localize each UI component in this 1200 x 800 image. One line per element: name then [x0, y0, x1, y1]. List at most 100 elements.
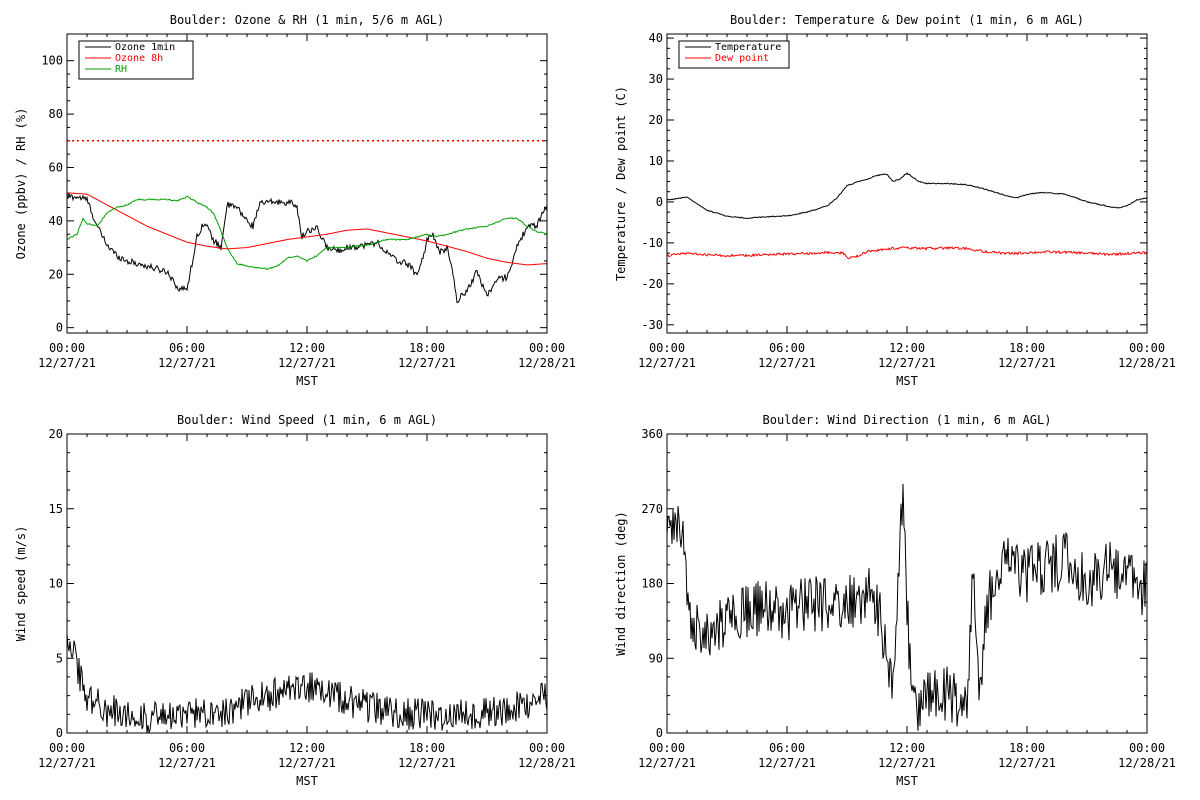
y-tick-label: -10	[641, 236, 663, 250]
y-tick-label: 270	[641, 502, 663, 516]
chart-title: Boulder: Wind Speed (1 min, 6 m AGL)	[177, 413, 437, 427]
x-tick-date-label: 12/27/21	[878, 356, 936, 370]
y-tick-label: 0	[56, 726, 63, 740]
x-tick-date-label: 12/27/21	[878, 756, 936, 770]
legend-label: Ozone 8h	[115, 53, 163, 64]
y-tick-label: 5	[56, 651, 63, 665]
x-axis-label: MST	[896, 374, 918, 388]
y-tick-label: 10	[49, 577, 63, 591]
x-tick-time-label: 18:00	[1009, 341, 1045, 355]
x-tick-time-label: 00:00	[49, 341, 85, 355]
series-line-ozone-8h	[67, 192, 547, 266]
x-tick-date-label: 12/27/21	[638, 756, 696, 770]
plot-frame	[666, 33, 1148, 334]
x-tick-time-label: 12:00	[289, 741, 325, 755]
chart-panel-1: Boulder: Ozone & RH (1 min, 5/6 m AGL) 0 2…	[14, 13, 576, 388]
chart-title: Boulder: Wind Direction (1 min, 6 m AGL)	[763, 413, 1052, 427]
x-tick-time-label: 00:00	[649, 741, 685, 755]
series-line-data	[667, 483, 1147, 731]
y-tick-label: 100	[41, 54, 63, 68]
x-tick-time-label: 00:00	[529, 341, 565, 355]
x-tick-time-label: 12:00	[289, 341, 325, 355]
legend-label: Dew point	[715, 53, 769, 64]
x-tick-date-label: 12/27/21	[758, 356, 816, 370]
x-tick-date-label: 12/27/21	[398, 356, 456, 370]
y-tick-label: 180	[641, 577, 663, 591]
x-tick-date-label: 12/27/21	[998, 756, 1056, 770]
plot-frame	[66, 33, 548, 334]
y-axis-label: Ozone (ppbv) / RH (%)	[14, 108, 28, 260]
x-axis-label: MST	[296, 374, 318, 388]
x-tick-time-label: 06:00	[769, 341, 805, 355]
y-tick-label: 20	[649, 113, 663, 127]
y-tick-label: 15	[49, 502, 63, 516]
x-tick-date-label: 12/28/21	[1118, 356, 1176, 370]
x-tick-date-label: 12/27/21	[398, 756, 456, 770]
series-line-ozone-1min	[67, 193, 547, 304]
x-tick-time-label: 06:00	[169, 741, 205, 755]
y-tick-label: -20	[641, 277, 663, 291]
x-tick-date-label: 12/27/21	[278, 756, 336, 770]
chart-panel-2: Boulder: Temperature & Dew point (1 min,…	[614, 13, 1176, 388]
y-tick-label: 0	[56, 321, 63, 335]
y-tick-label: 20	[49, 427, 63, 441]
y-axis-label: Wind speed (m/s)	[14, 526, 28, 642]
x-tick-time-label: 18:00	[409, 341, 445, 355]
x-tick-time-label: 00:00	[49, 741, 85, 755]
x-tick-date-label: 12/27/21	[998, 356, 1056, 370]
x-tick-date-label: 12/27/21	[158, 356, 216, 370]
x-tick-time-label: 12:00	[889, 741, 925, 755]
x-tick-date-label: 12/28/21	[518, 756, 576, 770]
series-line-data	[67, 633, 547, 733]
x-axis-label: MST	[896, 774, 918, 788]
legend-label: Temperature	[715, 42, 781, 53]
series-line-dew-point	[667, 245, 1147, 260]
y-tick-label: 40	[649, 31, 663, 45]
x-tick-date-label: 12/27/21	[158, 756, 216, 770]
plot-frame	[66, 433, 548, 734]
x-tick-date-label: 12/27/21	[758, 756, 816, 770]
chart-title: Boulder: Temperature & Dew point (1 min,…	[730, 13, 1084, 27]
y-tick-label: 0	[656, 726, 663, 740]
x-tick-time-label: 12:00	[889, 341, 925, 355]
x-tick-time-label: 06:00	[169, 341, 205, 355]
x-tick-time-label: 00:00	[529, 741, 565, 755]
y-axis-label: Wind direction (deg)	[614, 511, 628, 656]
x-tick-date-label: 12/27/21	[38, 756, 96, 770]
series-line-rh	[67, 195, 547, 270]
x-tick-time-label: 18:00	[1009, 741, 1045, 755]
legend-box	[678, 40, 790, 69]
y-tick-label: 360	[641, 427, 663, 441]
y-tick-label: 10	[649, 154, 663, 168]
x-tick-time-label: 00:00	[649, 341, 685, 355]
x-tick-time-label: 06:00	[769, 741, 805, 755]
legend-label: Ozone 1min	[115, 42, 175, 53]
x-tick-date-label: 12/28/21	[1118, 756, 1176, 770]
y-tick-label: -30	[641, 318, 663, 332]
x-tick-time-label: 00:00	[1129, 741, 1165, 755]
x-tick-date-label: 12/27/21	[38, 356, 96, 370]
y-tick-label: 60	[49, 160, 63, 174]
chart-title: Boulder: Ozone & RH (1 min, 5/6 m AGL)	[170, 13, 445, 27]
y-tick-label: 40	[49, 214, 63, 228]
y-tick-label: 20	[49, 267, 63, 281]
series-line-temperature	[667, 172, 1147, 220]
y-tick-label: 0	[656, 195, 663, 209]
y-tick-label: 90	[649, 651, 663, 665]
y-tick-label: 30	[649, 72, 663, 86]
x-tick-time-label: 00:00	[1129, 341, 1165, 355]
legend-label: RH	[115, 64, 127, 75]
x-axis-label: MST	[296, 774, 318, 788]
x-tick-date-label: 12/27/21	[638, 356, 696, 370]
x-tick-date-label: 12/28/21	[518, 356, 576, 370]
x-tick-date-label: 12/27/21	[278, 356, 336, 370]
y-axis-label: Temperature / Dew point (C)	[614, 86, 628, 281]
y-tick-label: 80	[49, 107, 63, 121]
chart-panel-4: Boulder: Wind Direction (1 min, 6 m AGL)…	[614, 413, 1176, 788]
plot-frame	[666, 433, 1148, 734]
x-tick-time-label: 18:00	[409, 741, 445, 755]
chart-panel-3: Boulder: Wind Speed (1 min, 6 m AGL) 0 5 10…	[14, 413, 576, 788]
